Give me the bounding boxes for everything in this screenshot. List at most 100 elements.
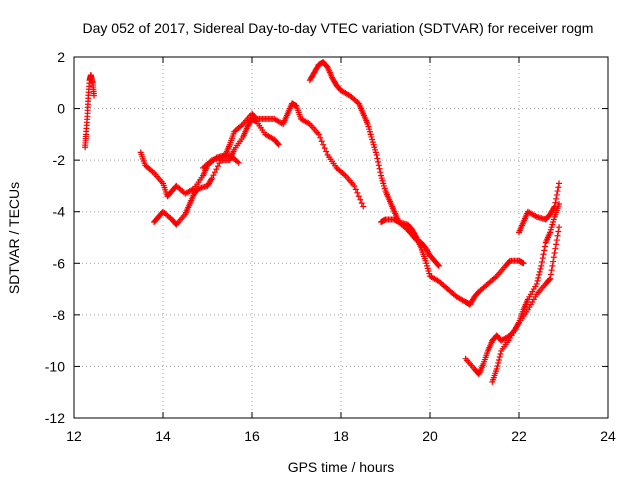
data-point (550, 254, 557, 261)
series-trace-g (462, 224, 563, 378)
data-point (354, 189, 361, 196)
y-tick-label: -12 (45, 410, 65, 426)
data-point (235, 159, 242, 166)
data-point (91, 92, 98, 99)
data-point (435, 262, 442, 269)
data-point (553, 195, 560, 202)
data-point (315, 131, 322, 138)
series-trace-e (306, 59, 442, 269)
data-point (550, 258, 557, 265)
data-point (275, 141, 282, 148)
y-tick-label: 2 (57, 49, 65, 65)
data-point (375, 162, 382, 169)
data-point (547, 275, 554, 282)
data-point (320, 141, 327, 148)
data-point (556, 224, 563, 231)
data-point (556, 200, 563, 207)
data-point (360, 203, 367, 210)
x-tick-label: 18 (333, 428, 349, 444)
data-point (554, 188, 561, 195)
data-point (497, 350, 504, 357)
data-point (547, 271, 554, 278)
data-point (546, 276, 553, 283)
data-point (321, 145, 328, 152)
data-point (412, 233, 419, 240)
data-point (495, 359, 502, 366)
series-trace-a (82, 72, 98, 151)
data-point (351, 182, 358, 189)
x-tick-label: 20 (422, 428, 438, 444)
x-tick-label: 22 (511, 428, 527, 444)
data-point (552, 245, 559, 252)
data-point (553, 241, 560, 248)
data-point (495, 356, 502, 363)
data-point (536, 271, 543, 278)
series-trace-i (516, 180, 563, 236)
data-point (533, 280, 540, 287)
data-point (352, 186, 359, 193)
data-point (539, 255, 546, 262)
data-point (538, 262, 545, 269)
y-tick-label: -10 (45, 358, 65, 374)
data-point (318, 138, 325, 145)
data-point (208, 176, 215, 183)
data-point (540, 251, 547, 258)
data-point (555, 184, 562, 191)
y-tick-label: -4 (53, 204, 66, 220)
data-point (551, 203, 558, 210)
data-point (211, 169, 218, 176)
series-trace-c (151, 115, 282, 228)
data-point (537, 265, 544, 272)
data-point (274, 140, 281, 147)
data-point (323, 148, 330, 155)
data-point (376, 165, 383, 172)
y-tick-label: -6 (53, 255, 66, 271)
data-point (374, 155, 381, 162)
data-point (538, 258, 545, 265)
data-point (554, 232, 561, 239)
y-axis-label: SDTVAR / TECUs (6, 182, 22, 294)
data-point (355, 193, 362, 200)
x-tick-label: 24 (600, 428, 616, 444)
y-tick-label: -2 (53, 152, 66, 168)
data-point (213, 166, 220, 173)
data-point (515, 320, 522, 327)
x-axis-label: GPS time / hours (288, 459, 395, 475)
data-point (534, 277, 541, 284)
y-tick-label: -8 (53, 307, 66, 323)
data-point (496, 353, 503, 360)
axis-ticks: 12 14 16 18 20 22 24 -12 -10 -8 -6 -4 -2 0 2 (45, 49, 616, 444)
data-point (216, 160, 223, 167)
data-point (375, 158, 382, 165)
data-point (548, 267, 555, 274)
grid (74, 57, 608, 418)
data-point (494, 362, 501, 369)
data-point (358, 200, 365, 207)
series-trace-f (378, 216, 527, 308)
data-point (536, 268, 543, 275)
data-point (535, 274, 542, 281)
data-point (541, 243, 548, 250)
data-point (551, 249, 558, 256)
data-point (555, 228, 562, 235)
data-point (552, 199, 559, 206)
data-point (210, 172, 217, 179)
data-point (550, 204, 557, 211)
data-point (373, 151, 380, 158)
data-point (493, 366, 500, 373)
x-tick-label: 12 (66, 428, 82, 444)
data-point (317, 134, 324, 141)
data-point (520, 260, 527, 267)
x-tick-label: 16 (244, 428, 260, 444)
data-point (553, 237, 560, 244)
data-point (208, 175, 215, 182)
data-point (214, 163, 221, 170)
data-point (377, 169, 384, 176)
data-point (549, 262, 556, 269)
x-tick-label: 14 (155, 428, 171, 444)
data-point (556, 180, 563, 187)
series-trace-h (489, 200, 563, 385)
data-point (357, 196, 364, 203)
